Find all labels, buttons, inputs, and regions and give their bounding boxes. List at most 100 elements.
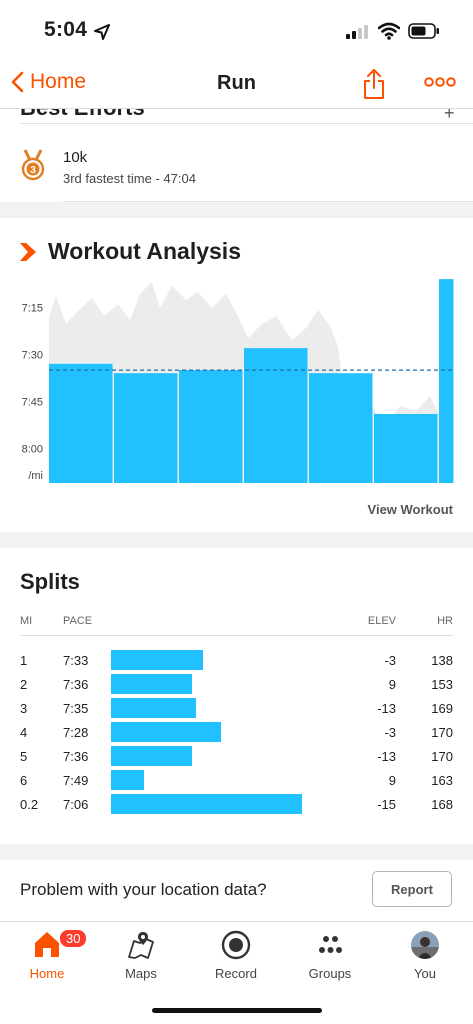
tab-groups[interactable]: Groups — [285, 922, 375, 992]
share-icon[interactable] — [362, 68, 386, 100]
split-pace: 7:36 — [63, 749, 89, 764]
tab-record[interactable]: Record — [191, 922, 281, 992]
expand-icon[interactable]: + — [444, 109, 455, 123]
back-button[interactable]: Home — [10, 70, 86, 94]
tab-you[interactable]: You — [380, 922, 470, 992]
split-pace: 7:06 — [63, 797, 89, 812]
tab-label: Home — [29, 966, 65, 981]
tab-label: Groups — [308, 966, 352, 981]
wifi-icon — [378, 22, 400, 40]
svg-text:3: 3 — [30, 165, 36, 176]
split-elevation: -13 — [377, 749, 396, 764]
pace-chart[interactable]: 7:15 7:30 7:45 8:00/mi — [0, 276, 473, 490]
split-heart-rate: 163 — [431, 773, 453, 788]
divider — [20, 123, 473, 124]
y-tick-label: 8:00 — [22, 444, 43, 456]
pace-header: PACE — [63, 615, 93, 627]
split-pace: 7:49 — [63, 773, 89, 788]
best-efforts-section: Best Efforts + 3 10k 3rd fastest time - … — [0, 109, 473, 202]
y-tick-label: 7:45 — [22, 396, 43, 408]
home-icon — [35, 932, 59, 957]
split-row: 5 7:36 -13 170 — [0, 745, 473, 767]
split-pace-bar — [111, 674, 192, 694]
pace-bar[interactable] — [179, 370, 243, 483]
tab-label: Maps — [125, 966, 157, 981]
split-row: 1 7:33 -3 138 — [0, 649, 473, 671]
tab-maps[interactable]: Maps — [96, 922, 186, 992]
split-heart-rate: 138 — [431, 653, 453, 668]
chevron-left-icon — [11, 71, 24, 93]
pace-bar[interactable] — [49, 363, 113, 483]
split-elevation: 9 — [388, 773, 396, 788]
split-pace-bar — [111, 698, 196, 718]
split-pace-bar — [111, 650, 203, 670]
split-elevation: -3 — [384, 653, 396, 668]
best-effort-detail: 3rd fastest time - 47:04 — [63, 171, 196, 186]
split-heart-rate: 170 — [431, 725, 453, 740]
splits-title: Splits — [20, 569, 80, 594]
split-row: 6 7:49 9 163 — [0, 769, 473, 791]
notification-badge: 30 — [58, 928, 89, 949]
tab-label: You — [414, 966, 436, 981]
navigation-bar: Home Run — [0, 62, 473, 109]
status-time: 5:04 — [44, 18, 88, 41]
workout-analysis-section: Workout Analysis 7:15 7:30 7:45 8:00/mi Vie… — [0, 218, 473, 532]
split-row: 3 7:35 -13 169 — [0, 697, 473, 719]
split-row: 2 7:36 9 153 — [0, 673, 473, 695]
chevron-right-icon — [20, 243, 36, 261]
elev-header: ELEV — [367, 615, 396, 627]
groups-icon — [319, 936, 342, 953]
divider — [63, 201, 473, 202]
hr-header: HR — [437, 615, 453, 627]
best-efforts-title: Best Efforts — [20, 109, 145, 121]
split-elevation: -13 — [377, 701, 396, 716]
split-pace-bar — [111, 794, 302, 814]
y-tick-label: 7:15 — [22, 302, 43, 314]
status-bar: 5:04 — [0, 0, 473, 62]
pace-bar[interactable] — [439, 279, 454, 483]
mi-header: MI — [20, 615, 33, 627]
split-mile: 6 — [20, 773, 28, 788]
y-tick-label: /mi — [28, 470, 43, 482]
split-heart-rate: 170 — [431, 749, 453, 764]
home-indicator — [152, 1008, 322, 1013]
splits-section: Splits MI PACE ELEV HR 1 7:33 -3 138 2 7:36 9 1… — [0, 548, 473, 844]
split-mile: 5 — [20, 749, 28, 764]
view-workout-link[interactable]: View Workout — [367, 502, 453, 517]
tab-home[interactable]: 30 Home — [2, 922, 92, 992]
split-heart-rate: 168 — [431, 797, 453, 812]
tab-label: Record — [215, 966, 257, 981]
location-arrow-icon — [94, 24, 110, 40]
pace-bar[interactable] — [309, 373, 373, 483]
cellular-signal-icon — [346, 25, 368, 39]
workout-analysis-title: Workout Analysis — [48, 238, 241, 264]
location-problem-section: Problem with your location data? Report — [0, 860, 473, 921]
split-mile: 4 — [20, 725, 28, 740]
pace-bar[interactable] — [374, 414, 438, 483]
record-icon — [221, 930, 251, 960]
more-options-icon[interactable] — [424, 76, 456, 88]
split-pace: 7:33 — [63, 653, 89, 668]
split-pace: 7:28 — [63, 725, 89, 740]
split-row: 0.2 7:06 -15 168 — [0, 793, 473, 815]
split-heart-rate: 153 — [431, 677, 453, 692]
split-pace-bar — [111, 746, 192, 766]
problem-text: Problem with your location data? — [20, 880, 267, 899]
split-mile: 2 — [20, 677, 28, 692]
split-heart-rate: 169 — [431, 701, 453, 716]
split-row: 4 7:28 -3 170 — [0, 721, 473, 743]
split-pace: 7:36 — [63, 677, 89, 692]
medal-icon: 3 — [21, 149, 45, 181]
split-elevation: -3 — [384, 725, 396, 740]
split-mile: 1 — [20, 653, 28, 668]
split-mile: 0.2 — [20, 797, 39, 812]
split-pace-bar — [111, 770, 144, 790]
y-tick-label: 7:30 — [22, 349, 43, 361]
report-button[interactable]: Report — [372, 871, 452, 907]
split-pace-bar — [111, 722, 221, 742]
best-effort-name[interactable]: 10k — [63, 149, 88, 166]
pace-bar[interactable] — [244, 348, 308, 483]
back-label: Home — [30, 70, 87, 93]
divider — [20, 635, 453, 636]
pace-bar[interactable] — [114, 373, 178, 483]
